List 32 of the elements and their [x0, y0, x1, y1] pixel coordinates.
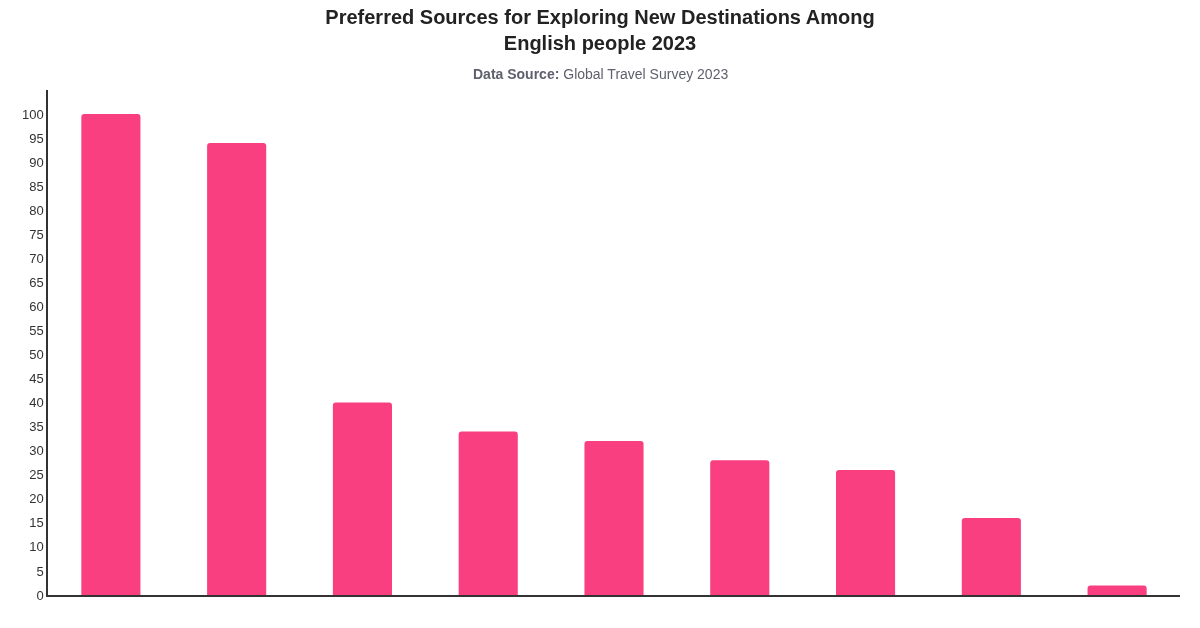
bar [207, 142, 267, 595]
y-tick-label: 70 [29, 250, 44, 266]
bar [836, 469, 896, 595]
bar [332, 402, 392, 595]
y-tick-label: 100 [21, 106, 44, 122]
y-tick-label: 10 [29, 539, 44, 555]
chart-subtitle: Data Source: Global Travel Survey 2023 [473, 66, 729, 82]
y-tick-label: 40 [29, 395, 44, 411]
y-tick-label: 50 [29, 347, 44, 363]
y-tick-label: 20 [29, 491, 44, 507]
y-tick-label: 25 [29, 467, 44, 483]
y-tick-label: 95 [29, 130, 44, 146]
bar [710, 460, 770, 595]
bar [584, 441, 644, 595]
bar [961, 518, 1021, 595]
y-tick-label: 45 [29, 371, 44, 387]
y-tick-label: 60 [29, 298, 44, 314]
y-tick-label: 80 [29, 202, 44, 218]
bar [1087, 585, 1147, 595]
bar [458, 431, 518, 595]
y-tick-label: 0 [36, 587, 44, 603]
y-tick-label: 5 [36, 563, 44, 579]
bar [81, 114, 141, 595]
y-tick-label: 35 [29, 419, 44, 435]
y-tick-label: 15 [29, 515, 44, 531]
chart-title: Preferred Sources for Exploring New Destinations Among English people 2023 [325, 6, 875, 54]
y-tick-label: 55 [29, 323, 44, 339]
y-tick-label: 75 [29, 226, 44, 242]
y-tick-label: 85 [29, 178, 44, 194]
y-tick-label: 90 [29, 154, 44, 170]
y-tick-label: 65 [29, 274, 44, 290]
y-tick-label: 30 [29, 443, 44, 459]
